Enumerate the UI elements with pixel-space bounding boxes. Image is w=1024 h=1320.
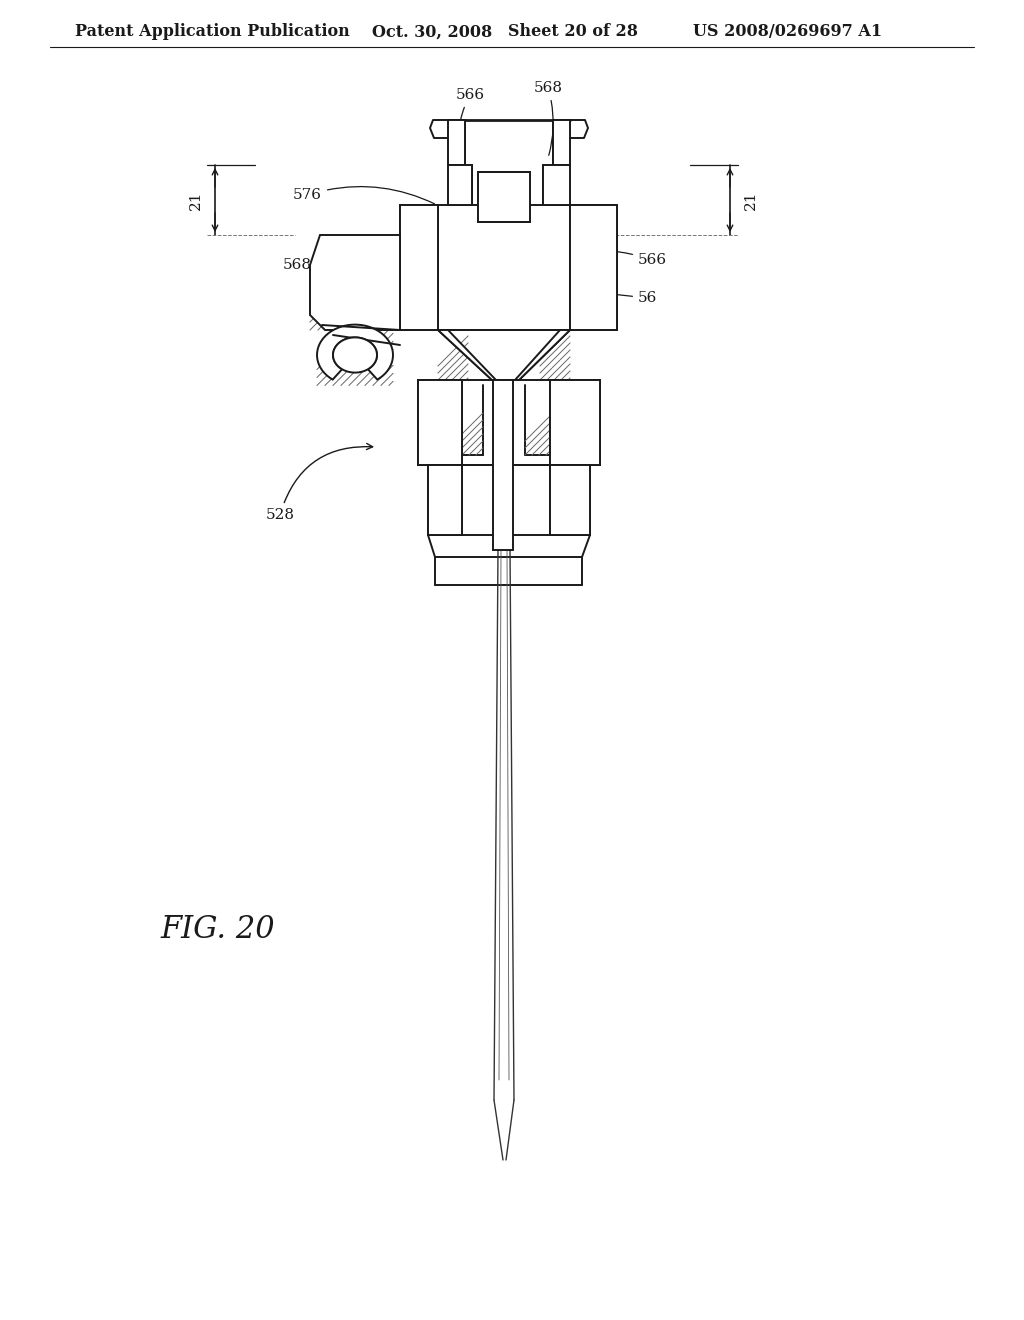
Polygon shape bbox=[449, 165, 472, 205]
Text: 566: 566 bbox=[456, 88, 484, 160]
Polygon shape bbox=[570, 205, 617, 330]
Polygon shape bbox=[310, 235, 400, 330]
Text: Oct. 30, 2008: Oct. 30, 2008 bbox=[372, 24, 493, 41]
Polygon shape bbox=[317, 325, 393, 380]
Polygon shape bbox=[493, 380, 513, 550]
Text: 576: 576 bbox=[293, 186, 434, 203]
Text: 21: 21 bbox=[744, 190, 758, 210]
Text: US 2008/0269697 A1: US 2008/0269697 A1 bbox=[693, 24, 882, 41]
Text: Patent Application Publication: Patent Application Publication bbox=[75, 24, 350, 41]
Text: 568: 568 bbox=[283, 249, 422, 272]
Polygon shape bbox=[449, 120, 465, 165]
Polygon shape bbox=[553, 120, 570, 165]
Polygon shape bbox=[550, 465, 590, 535]
Polygon shape bbox=[428, 465, 462, 535]
Text: 528: 528 bbox=[265, 444, 373, 521]
Polygon shape bbox=[438, 330, 496, 380]
Polygon shape bbox=[550, 380, 600, 465]
Polygon shape bbox=[543, 165, 570, 205]
Polygon shape bbox=[333, 338, 377, 372]
Text: 21: 21 bbox=[189, 190, 203, 210]
Text: 568: 568 bbox=[534, 81, 562, 156]
Text: 566: 566 bbox=[575, 249, 667, 267]
Text: 56: 56 bbox=[578, 290, 657, 305]
Polygon shape bbox=[418, 380, 462, 465]
Text: Sheet 20 of 28: Sheet 20 of 28 bbox=[508, 24, 638, 41]
Polygon shape bbox=[400, 205, 438, 330]
Polygon shape bbox=[515, 330, 570, 380]
Text: FIG. 20: FIG. 20 bbox=[160, 915, 274, 945]
Bar bbox=[478, 172, 530, 222]
